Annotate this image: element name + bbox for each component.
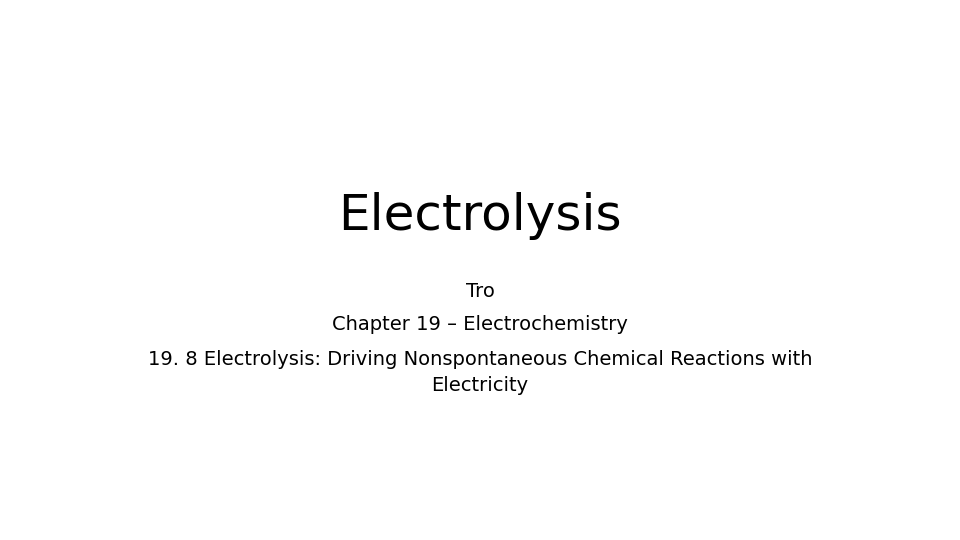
Text: 19. 8 Electrolysis: Driving Nonspontaneous Chemical Reactions with
Electricity: 19. 8 Electrolysis: Driving Nonspontaneo… bbox=[148, 350, 812, 395]
Text: Tro: Tro bbox=[466, 282, 494, 301]
Text: Electrolysis: Electrolysis bbox=[338, 192, 622, 240]
Text: Chapter 19 – Electrochemistry: Chapter 19 – Electrochemistry bbox=[332, 314, 628, 334]
